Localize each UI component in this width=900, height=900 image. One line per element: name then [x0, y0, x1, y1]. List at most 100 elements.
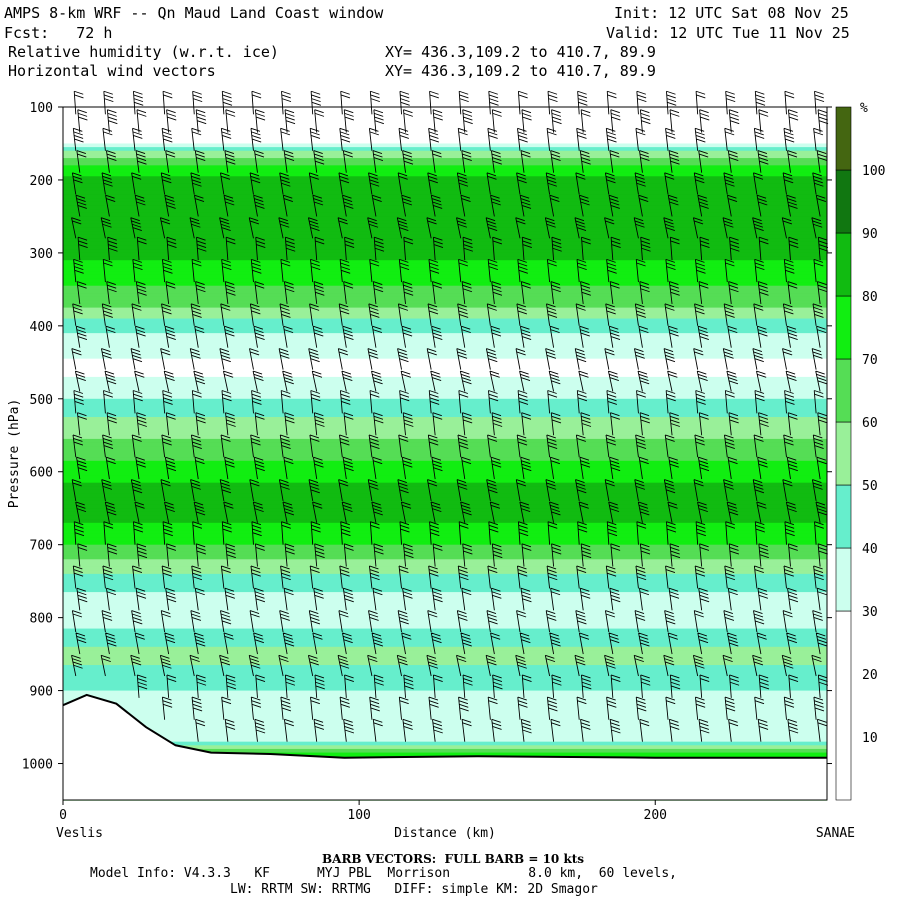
- wind-barb: [279, 303, 291, 326]
- colorbar-tick-label: 60: [862, 416, 878, 431]
- rh-band: [63, 449, 827, 455]
- wind-barb: [189, 654, 200, 677]
- wind-barb: [103, 390, 113, 414]
- wind-barb: [636, 90, 647, 115]
- wind-barb: [77, 543, 88, 567]
- wind-barb: [460, 194, 471, 217]
- wind-barb: [342, 456, 354, 480]
- wind-barb: [398, 127, 409, 151]
- wind-barb: [516, 303, 528, 326]
- wind-barb: [338, 479, 349, 501]
- rh-band: [63, 435, 827, 440]
- rh-band: [63, 690, 827, 695]
- wind-barb: [728, 412, 739, 436]
- wind-barb: [580, 281, 591, 305]
- wind-barb: [101, 610, 113, 633]
- wind-barb: [427, 479, 438, 501]
- rh-band: [63, 657, 827, 662]
- model-info-2: LW: RRTM SW: RRTMG DIFF: simple KM: 2D S…: [230, 882, 598, 897]
- wind-barb: [781, 654, 794, 677]
- y-tick-label: 600: [30, 466, 53, 481]
- wind-barb: [633, 654, 644, 677]
- wind-barb: [77, 109, 88, 133]
- wind-barb: [815, 632, 828, 655]
- wind-barb: [752, 217, 764, 239]
- wind-barb: [490, 194, 501, 217]
- rh-band: [63, 314, 827, 320]
- wind-barb: [698, 587, 710, 611]
- rh-band: [63, 234, 827, 239]
- wind-barb: [373, 543, 384, 567]
- wind-barb: [640, 674, 651, 698]
- wind-barb: [785, 501, 797, 523]
- rh-band: [63, 730, 827, 735]
- wind-barb: [488, 90, 499, 115]
- wind-barb: [665, 696, 676, 720]
- wind-barb: [816, 587, 827, 611]
- wind-barb: [309, 127, 321, 151]
- rh-band: [63, 639, 827, 644]
- rh-band: [63, 125, 827, 130]
- wind-barb: [575, 434, 586, 458]
- wind-barb: [190, 610, 202, 633]
- wind-barb: [373, 236, 385, 261]
- wind-barb: [519, 194, 532, 217]
- wind-barb: [579, 587, 591, 611]
- rh-band: [63, 187, 827, 192]
- wind-barb: [72, 434, 84, 458]
- wind-barb: [578, 501, 589, 523]
- wind-barb: [817, 412, 828, 436]
- wind-barb: [519, 370, 531, 392]
- wind-barb: [105, 194, 116, 217]
- wind-barb: [692, 654, 705, 677]
- wind-barb: [430, 370, 442, 392]
- rh-band: [63, 201, 827, 207]
- rh-band: [63, 307, 827, 312]
- rh-band: [63, 245, 827, 250]
- rh-band: [63, 318, 827, 323]
- wind-barb: [161, 434, 172, 458]
- wind-barb: [426, 654, 439, 677]
- rh-band: [63, 712, 827, 717]
- rh-band: [63, 654, 827, 659]
- wind-barb: [161, 303, 172, 326]
- wind-barb: [400, 370, 411, 392]
- wind-barb: [550, 412, 562, 436]
- rh-band: [63, 263, 827, 269]
- wind-barb: [308, 172, 319, 195]
- rh-band: [63, 555, 827, 560]
- wind-barb: [373, 674, 384, 698]
- colorbar-swatch: [835, 547, 852, 612]
- wind-barb: [784, 390, 795, 414]
- wind-barb: [667, 370, 678, 392]
- wind-barb: [135, 325, 146, 348]
- wind-barb: [580, 543, 592, 567]
- wind-barb: [486, 303, 497, 326]
- rh-band: [63, 278, 827, 283]
- rh-band: [63, 748, 827, 754]
- wind-barb: [73, 90, 84, 115]
- wind-barb: [343, 412, 354, 436]
- wind-barb: [310, 696, 320, 720]
- wind-barb: [549, 632, 561, 655]
- wind-barb: [369, 90, 380, 115]
- wind-barb: [250, 258, 262, 283]
- wind-barb: [314, 674, 325, 698]
- wind-barb: [311, 370, 323, 392]
- rh-band: [63, 344, 827, 349]
- wind-barb: [669, 674, 681, 698]
- wind-barb: [75, 501, 87, 523]
- rh-band: [63, 716, 827, 721]
- wind-barb: [521, 236, 532, 261]
- wind-barb: [729, 674, 740, 698]
- wind-barb: [817, 718, 828, 742]
- wind-barb: [784, 90, 795, 115]
- wind-barb: [610, 543, 621, 567]
- wind-barb: [667, 632, 678, 655]
- wind-barb: [102, 565, 114, 589]
- wind-barb: [225, 412, 236, 436]
- wind-barb: [727, 587, 738, 611]
- wind-barb: [486, 479, 498, 501]
- wind-barb: [250, 434, 261, 458]
- wind-barb: [279, 172, 291, 195]
